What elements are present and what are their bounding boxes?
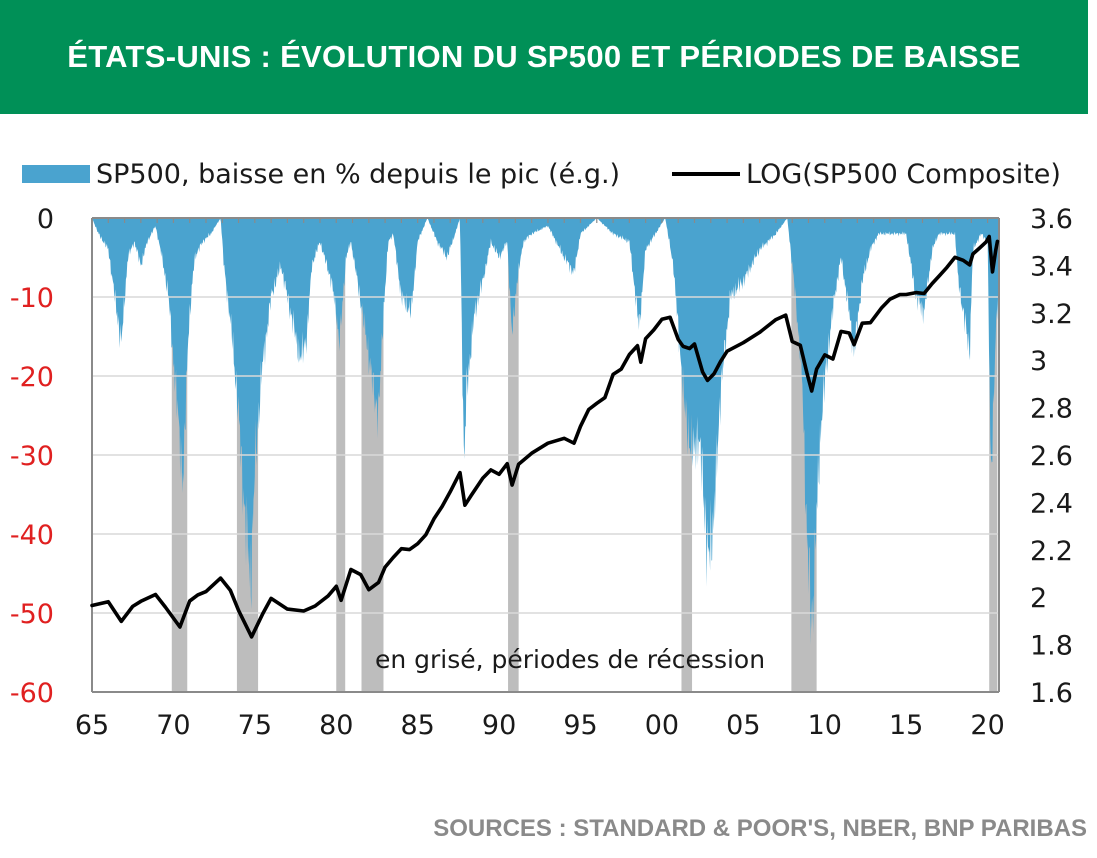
right-tick-label: 2.8 <box>1030 394 1073 425</box>
log-line <box>90 234 1000 639</box>
chart-canvas: 0 -10 -20 -30 -40 -50 -60 3.6 3.4 3.2 3 2.8 2.6 2.4 2.… <box>10 204 1073 741</box>
left-tick-label: -50 <box>10 599 54 630</box>
x-tick-label: 00 <box>645 710 679 741</box>
x-tick-label: 05 <box>726 710 760 741</box>
chart-legend: SP500, baisse en % depuis le pic (é.g.) … <box>22 152 1092 196</box>
x-tick-label: 20 <box>970 710 1004 741</box>
right-tick-label: 2.2 <box>1030 536 1073 567</box>
left-tick-label: -60 <box>10 678 54 709</box>
right-tick-label: 1.8 <box>1030 631 1073 662</box>
right-tick-label: 3 <box>1030 346 1047 377</box>
header-bar: ÉTATS-UNIS : ÉVOLUTION DU SP500 ET PÉRIO… <box>0 0 1088 114</box>
x-tick-label: 90 <box>482 710 516 741</box>
right-tick-label: 3.4 <box>1030 251 1073 282</box>
legend-item-log: LOG(SP500 Composite) <box>672 152 1061 196</box>
left-tick-label: -30 <box>10 441 54 472</box>
x-tick-label: 70 <box>156 710 190 741</box>
x-tick-label: 80 <box>319 710 353 741</box>
line-swatch <box>672 172 740 176</box>
legend-label-drawdown: SP500, baisse en % depuis le pic (é.g.) <box>96 158 621 190</box>
right-tick-label: 2.4 <box>1030 488 1073 519</box>
left-tick-label: -10 <box>10 283 54 314</box>
legend-item-drawdown: SP500, baisse en % depuis le pic (é.g.) <box>22 152 620 196</box>
right-tick-label: 2 <box>1030 583 1047 614</box>
axes <box>91 217 1000 693</box>
left-tick-label: 0 <box>37 204 54 235</box>
right-tick-label: 2.6 <box>1030 441 1073 472</box>
source-note: SOURCES : STANDARD & POOR'S, NBER, BNP P… <box>433 815 1087 842</box>
x-tick-label: 75 <box>238 710 272 741</box>
x-tick-label: 85 <box>400 710 434 741</box>
right-tick-label: 3.2 <box>1030 299 1073 330</box>
gridlines <box>92 296 999 693</box>
left-tick-label: -40 <box>10 520 54 551</box>
x-tick-label: 65 <box>75 710 109 741</box>
drawdown-swatch <box>22 165 90 183</box>
drawdown-series <box>92 218 999 646</box>
x-tick-label: 15 <box>889 710 923 741</box>
tick-labels: 0 -10 -20 -30 -40 -50 -60 3.6 3.4 3.2 3 2.8 2.6 2.4 2.… <box>10 204 1073 741</box>
right-tick-label: 1.6 <box>1030 678 1073 709</box>
left-tick-label: -20 <box>10 362 54 393</box>
legend-label-log: LOG(SP500 Composite) <box>746 158 1061 190</box>
x-tick-label: 95 <box>563 710 597 741</box>
right-tick-label: 3.6 <box>1030 204 1073 235</box>
recession-annotation: en grisé, périodes de récession <box>375 645 765 674</box>
x-tick-label: 10 <box>808 710 842 741</box>
drawdown-area <box>92 218 999 646</box>
page-title: ÉTATS-UNIS : ÉVOLUTION DU SP500 ET PÉRIO… <box>67 39 1021 74</box>
log-series-line <box>90 234 1000 639</box>
